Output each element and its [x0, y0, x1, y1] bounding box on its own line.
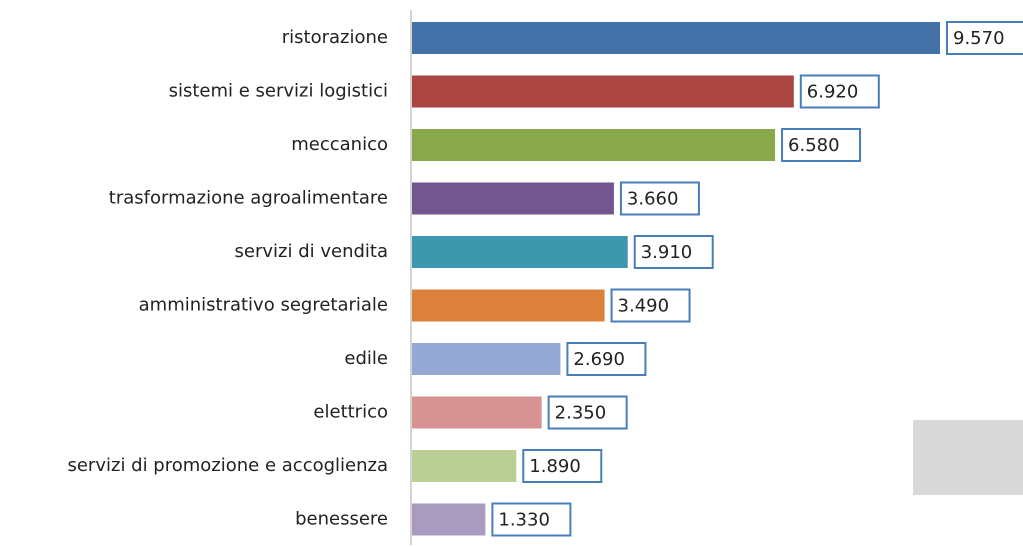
value-label-box — [547, 395, 628, 430]
category-label: servizi di promozione e accoglienza — [67, 455, 388, 476]
bar — [412, 22, 940, 54]
value-label: 6.580 — [788, 135, 840, 156]
category-label: meccanico — [291, 134, 388, 155]
value-label-box — [491, 502, 572, 537]
category-label: elettrico — [313, 402, 388, 423]
value-label: 3.660 — [627, 189, 679, 210]
bar — [412, 236, 628, 268]
category-label: edile — [344, 348, 388, 369]
category-label: benessere — [295, 509, 388, 530]
value-label: 3.910 — [641, 242, 693, 263]
category-label: ristorazione — [282, 27, 388, 48]
bar — [412, 396, 542, 429]
value-label-box — [619, 181, 700, 216]
value-label: 2.350 — [555, 403, 607, 424]
bar — [412, 289, 605, 322]
category-label: sistemi e servizi logistici — [169, 81, 388, 102]
value-label-box — [566, 342, 647, 376]
value-label: 2.690 — [573, 349, 625, 370]
value-label-box — [799, 74, 880, 109]
value-label-box — [522, 449, 603, 483]
value-label: 1.890 — [529, 456, 581, 477]
bar — [412, 503, 486, 536]
value-label: 1.330 — [498, 510, 550, 531]
category-label: servizi di vendita — [235, 241, 388, 262]
value-label-box — [781, 128, 862, 162]
gray-patch — [913, 420, 1023, 495]
bar — [412, 343, 561, 375]
bar — [412, 75, 794, 108]
bar — [412, 129, 776, 161]
bar — [412, 182, 614, 215]
value-label-box — [610, 288, 691, 323]
value-label: 6.920 — [807, 82, 859, 103]
category-label: amministrativo segretariale — [139, 295, 388, 316]
value-label: 3.490 — [618, 296, 670, 317]
bar — [412, 450, 517, 482]
value-label: 9.570 — [953, 28, 1005, 49]
category-label: trasformazione agroalimentare — [109, 188, 388, 209]
value-label-box — [946, 21, 1023, 55]
value-label-box — [633, 235, 714, 269]
